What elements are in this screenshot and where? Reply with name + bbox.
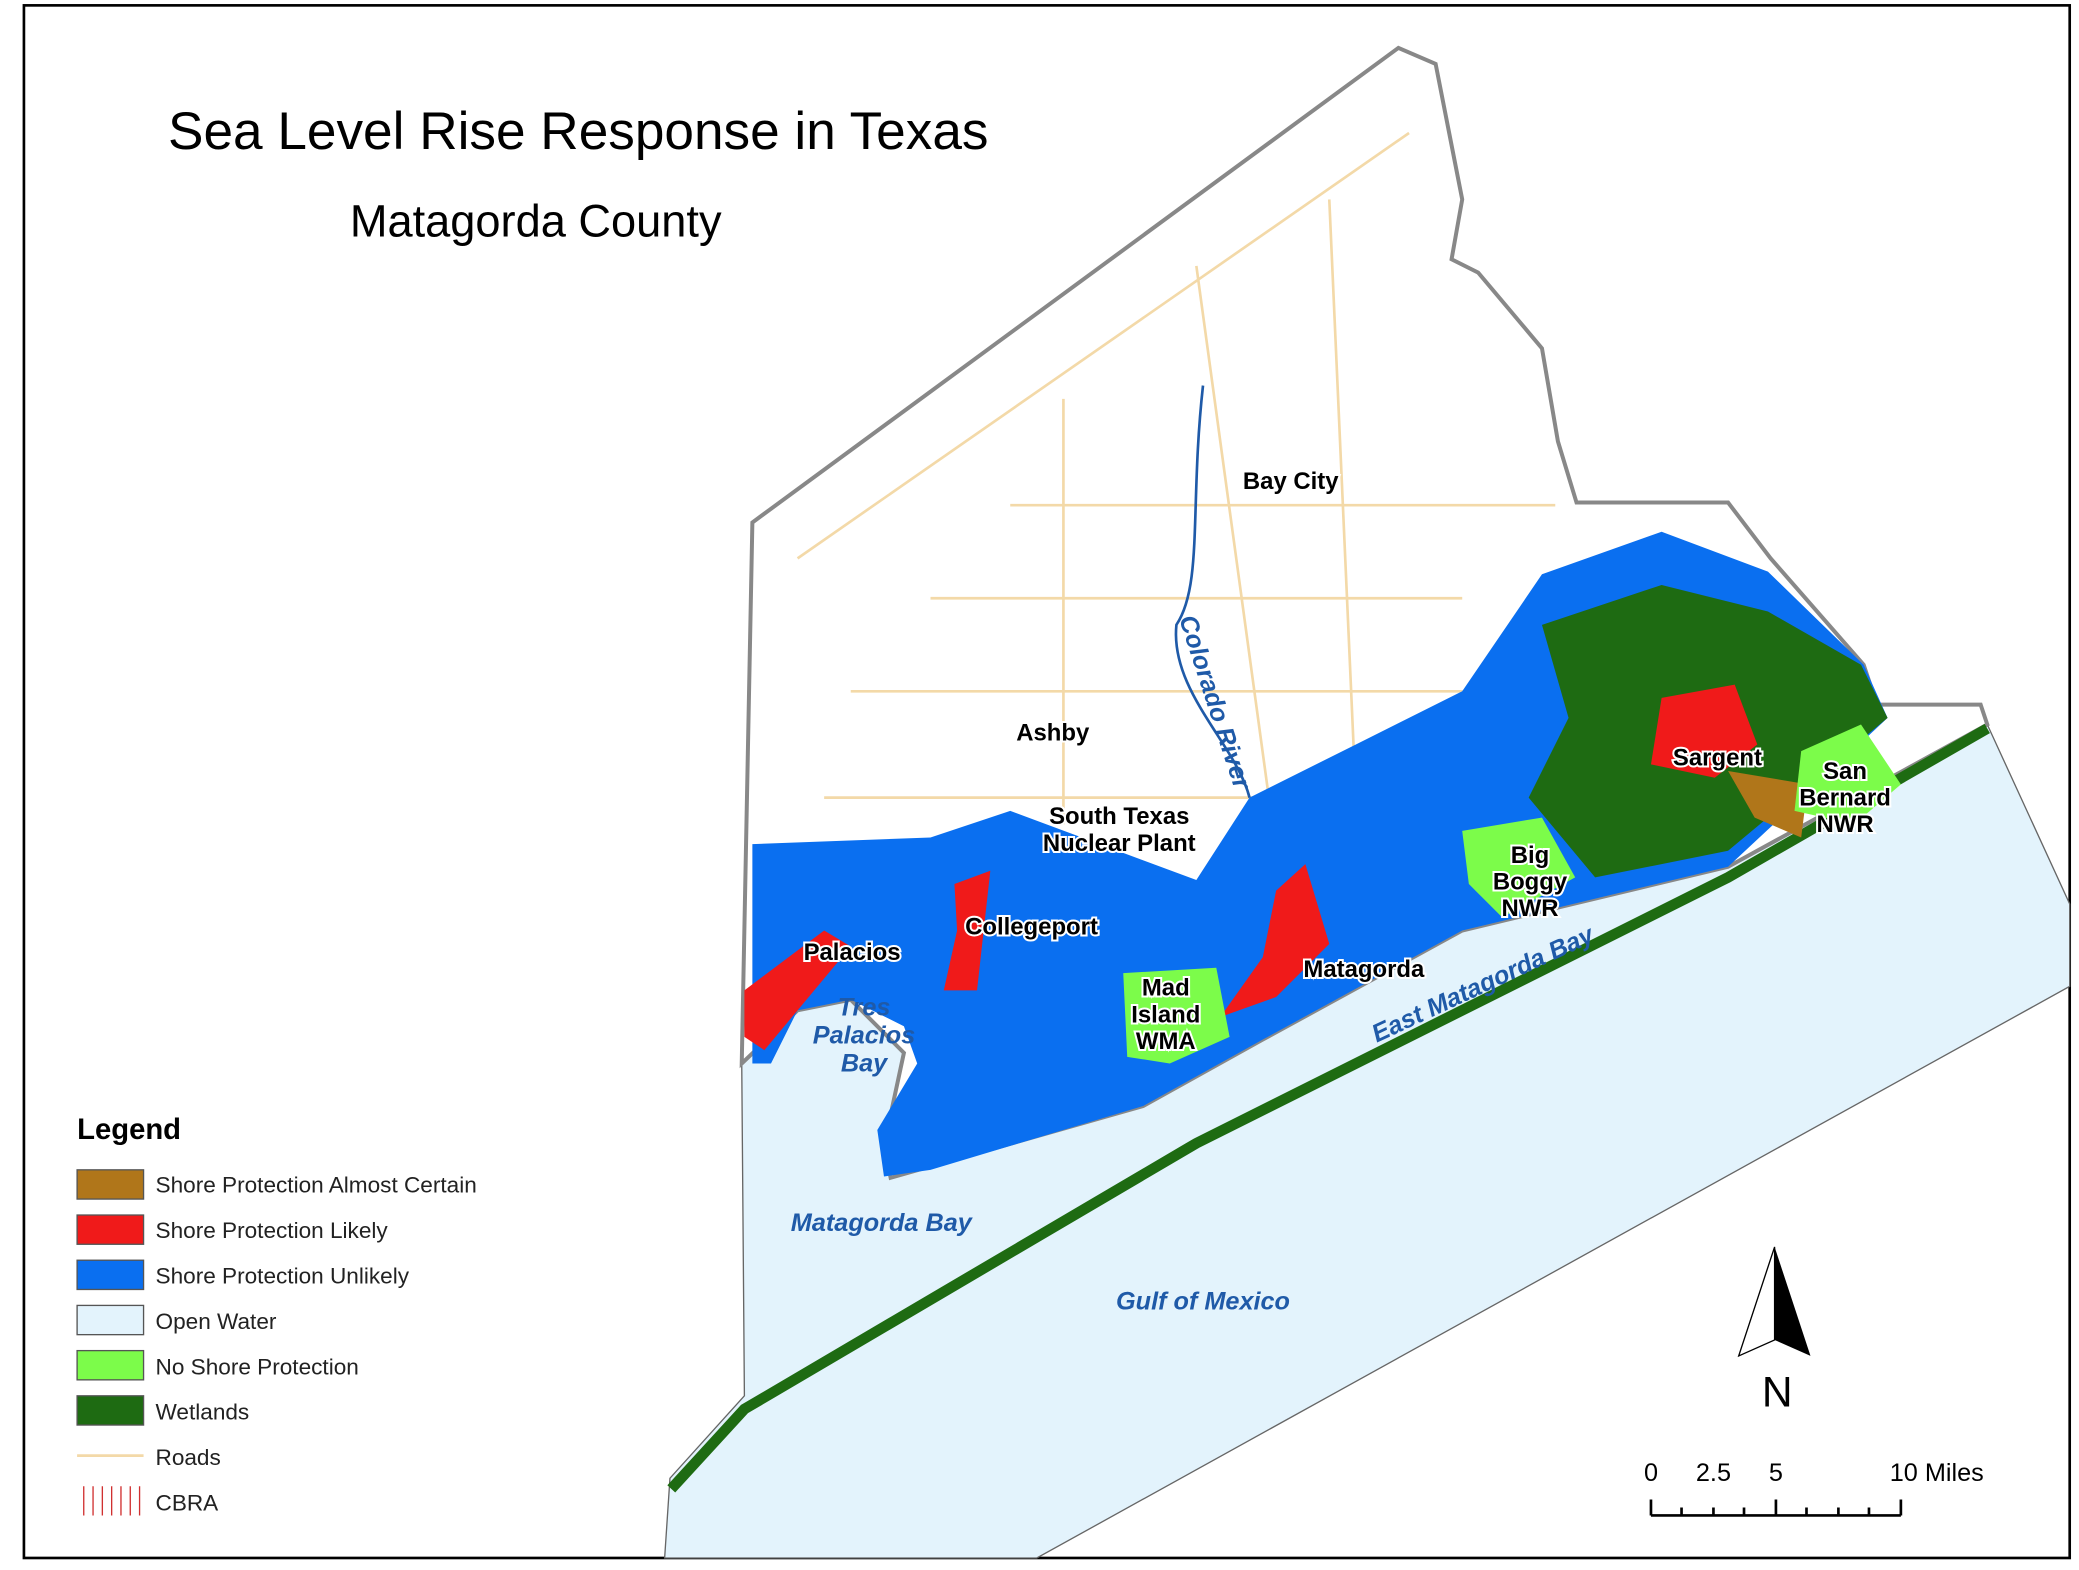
shore-likely [744, 930, 851, 1051]
place-label: Boggy [1493, 868, 1568, 895]
place-label: South Texas [1049, 803, 1189, 830]
north-arrow [1774, 1246, 1811, 1356]
scale-bar [1649, 1499, 1903, 1517]
legend-swatch [76, 1259, 145, 1291]
barrier-island [667, 723, 1990, 1493]
legend-label: Shore Protection Almost Certain [156, 1172, 477, 1197]
shore-likely [1220, 864, 1330, 1017]
place-label: WMA [1136, 1028, 1196, 1055]
place-label: Big [1511, 842, 1550, 869]
place-label: Mad [1142, 975, 1190, 1002]
shore-certain [1728, 771, 1808, 838]
roads [796, 131, 1556, 851]
legend-swatch [76, 1304, 145, 1336]
legend-label: Wetlands [156, 1400, 250, 1425]
scale-label: 10 Miles [1890, 1459, 1984, 1487]
place-label: Island [1131, 1001, 1200, 1028]
legend-label: Open Water [156, 1309, 277, 1334]
place-label: Collegeport [965, 914, 1098, 941]
no-protection [1794, 724, 1901, 825]
legend-swatch [76, 1169, 145, 1200]
place-label: San [1823, 758, 1867, 785]
water-label: Gulf of Mexico [1116, 1287, 1290, 1315]
title: Sea Level Rise Response in Texas [168, 102, 988, 161]
scale-label: 0 [1644, 1459, 1658, 1487]
no-protection [1123, 967, 1230, 1064]
water-label: Palacios [813, 1022, 915, 1050]
legend-swatch [76, 1214, 145, 1245]
legend-label: Roads [156, 1445, 221, 1470]
legend-swatch [83, 1486, 141, 1516]
no-protection [1462, 817, 1576, 918]
north-label: N [1762, 1368, 1793, 1416]
subtitle: Matagorda County [350, 196, 722, 247]
place-label: Ashby [1016, 719, 1090, 746]
shore-likely [1650, 684, 1758, 778]
place-label: NWR [1501, 895, 1558, 922]
river [1174, 385, 1251, 798]
water-label: Matagorda Bay [791, 1209, 974, 1237]
place-label: Nuclear Plant [1043, 830, 1196, 857]
legend-label: Shore Protection Unlikely [156, 1263, 410, 1288]
water-label: Tres [838, 994, 891, 1022]
legend-title: Legend [77, 1114, 181, 1146]
scale-label: 2.5 [1696, 1459, 1731, 1487]
place-label: Sargent [1673, 745, 1762, 772]
legend-label: No Shore Protection [156, 1354, 359, 1379]
place-label: Bay City [1243, 468, 1339, 495]
place-label: Matagorda [1303, 956, 1425, 983]
legend-swatch [76, 1349, 145, 1381]
place-label: NWR [1816, 811, 1873, 838]
legend-swatch [76, 1395, 145, 1426]
legend-label: Shore Protection Likely [156, 1218, 389, 1243]
shore-likely [943, 870, 991, 991]
legend-label: CBRA [156, 1491, 220, 1516]
water-label: Bay [841, 1049, 889, 1077]
scale-label: 5 [1769, 1459, 1783, 1487]
place-label: Bernard [1799, 785, 1891, 812]
place-label: Palacios [804, 939, 901, 966]
